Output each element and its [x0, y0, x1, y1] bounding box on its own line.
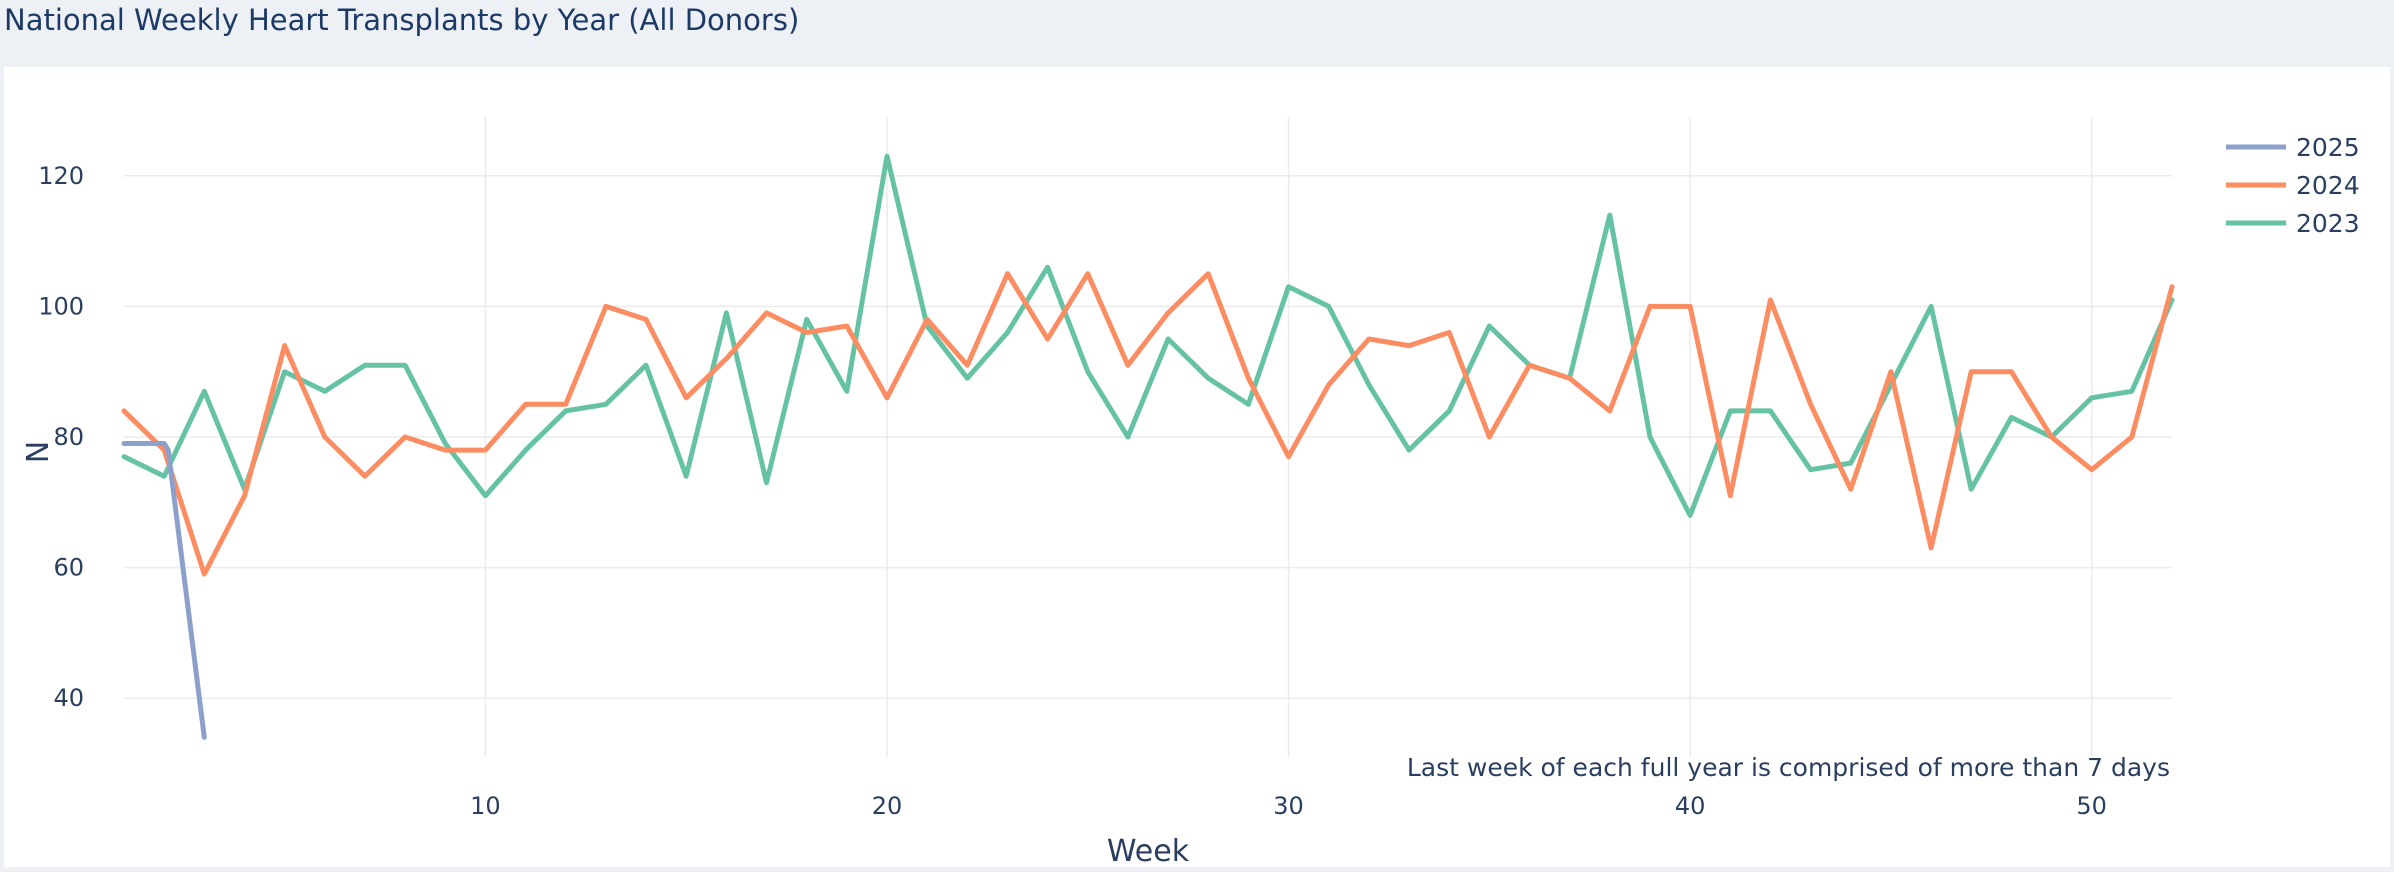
legend: 2025 2024 2023: [2226, 133, 2360, 238]
x-axis-title: Week: [1107, 834, 1190, 867]
series-lines: [121, 153, 2175, 740]
legend-label-2024[interactable]: 2024: [2296, 171, 2360, 200]
chart-panel: 40 60 80 100 120 10 20 30 40 50 Last week of eac…: [4, 67, 2390, 867]
y-tick-labels: 40 60 80 100 120: [38, 162, 84, 712]
legend-label-2023[interactable]: 2023: [2296, 209, 2360, 238]
x-tick-label: 40: [1675, 792, 1706, 820]
series-line-2024[interactable]: [121, 271, 2175, 577]
series-line-2025[interactable]: [121, 441, 207, 740]
gridlines: [124, 117, 2172, 757]
x-tick-label: 20: [872, 792, 903, 820]
y-tick-label: 80: [53, 423, 84, 451]
y-tick-label: 40: [53, 684, 84, 712]
x-tick-label: 10: [470, 792, 501, 820]
y-tick-label: 100: [38, 292, 84, 320]
line-chart[interactable]: 40 60 80 100 120 10 20 30 40 50 Last week of eac…: [4, 67, 2390, 867]
page-title: National Weekly Heart Transplants by Yea…: [4, 3, 800, 37]
x-tick-labels: 10 20 30 40 50: [470, 792, 2107, 820]
legend-label-2025[interactable]: 2025: [2296, 133, 2360, 162]
y-tick-label: 120: [38, 162, 84, 190]
series-line-2023[interactable]: [121, 153, 2175, 518]
x-tick-label: 50: [2076, 792, 2107, 820]
x-tick-label: 30: [1273, 792, 1304, 820]
y-axis-title: N: [21, 441, 56, 463]
chart-annotation: Last week of each full year is comprised…: [1407, 753, 2170, 782]
y-tick-label: 60: [53, 554, 84, 582]
